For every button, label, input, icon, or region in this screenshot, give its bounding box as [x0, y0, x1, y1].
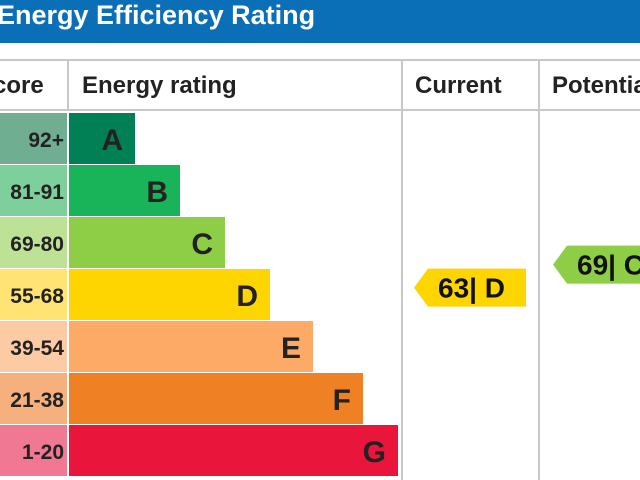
- potential-rating-label: 69| C: [577, 250, 640, 281]
- band-score-cell-g: [0, 425, 67, 476]
- band-bar-b: [69, 165, 180, 216]
- column-header-potential: Potential: [552, 72, 640, 99]
- band-range-b: 81-91: [10, 181, 64, 204]
- band-score-cell-d: [0, 269, 67, 320]
- band-bar-f: [69, 373, 363, 424]
- band-score-cell-e: [0, 321, 67, 372]
- current-rating-label: 63| D: [438, 273, 505, 304]
- band-score-cell-f: [0, 373, 67, 424]
- band-letter-g: G: [363, 436, 386, 469]
- band-letter-d: D: [236, 280, 258, 313]
- band-score-cell-b: [0, 165, 67, 216]
- band-letter-c: C: [191, 228, 213, 261]
- energy-rating-chart: Score Energy rating Current Potential 92…: [0, 59, 640, 480]
- column-header-current: Current: [415, 72, 502, 99]
- column-header-score: Score: [0, 72, 44, 99]
- potential-rating-arrow: [553, 245, 640, 284]
- current-rating-arrow: [414, 268, 526, 307]
- grid-lines: [0, 59, 640, 480]
- band-bar-c: [69, 217, 225, 268]
- band-range-d: 55-68: [10, 285, 64, 308]
- band-range-f: 21-38: [10, 389, 64, 412]
- band-bar-d: [69, 269, 270, 320]
- rating-bands: 92+ A 81-91 B 69-80 C 55-68 D 39-54 E 21-38 F 1-20 G: [0, 113, 398, 476]
- chart-title-bar: Energy Efficiency Rating: [0, 0, 640, 43]
- band-bar-a: [69, 113, 135, 164]
- band-score-cell-c: [0, 217, 67, 268]
- band-letter-a: A: [101, 124, 123, 157]
- chart-title: Energy Efficiency Rating: [0, 0, 316, 30]
- band-range-g: 1-20: [22, 441, 64, 464]
- band-letter-f: F: [333, 384, 351, 417]
- band-score-cell-a: [0, 113, 67, 164]
- band-bar-g: [69, 425, 398, 476]
- rating-markers: 63| D 69| C: [414, 245, 640, 307]
- band-range-c: 69-80: [10, 233, 64, 256]
- band-bar-e: [69, 321, 313, 372]
- band-letter-e: E: [281, 332, 301, 365]
- band-range-a: 92+: [28, 129, 64, 152]
- band-letter-b: B: [146, 176, 168, 209]
- column-header-rating: Energy rating: [82, 72, 237, 99]
- band-range-e: 39-54: [10, 337, 64, 360]
